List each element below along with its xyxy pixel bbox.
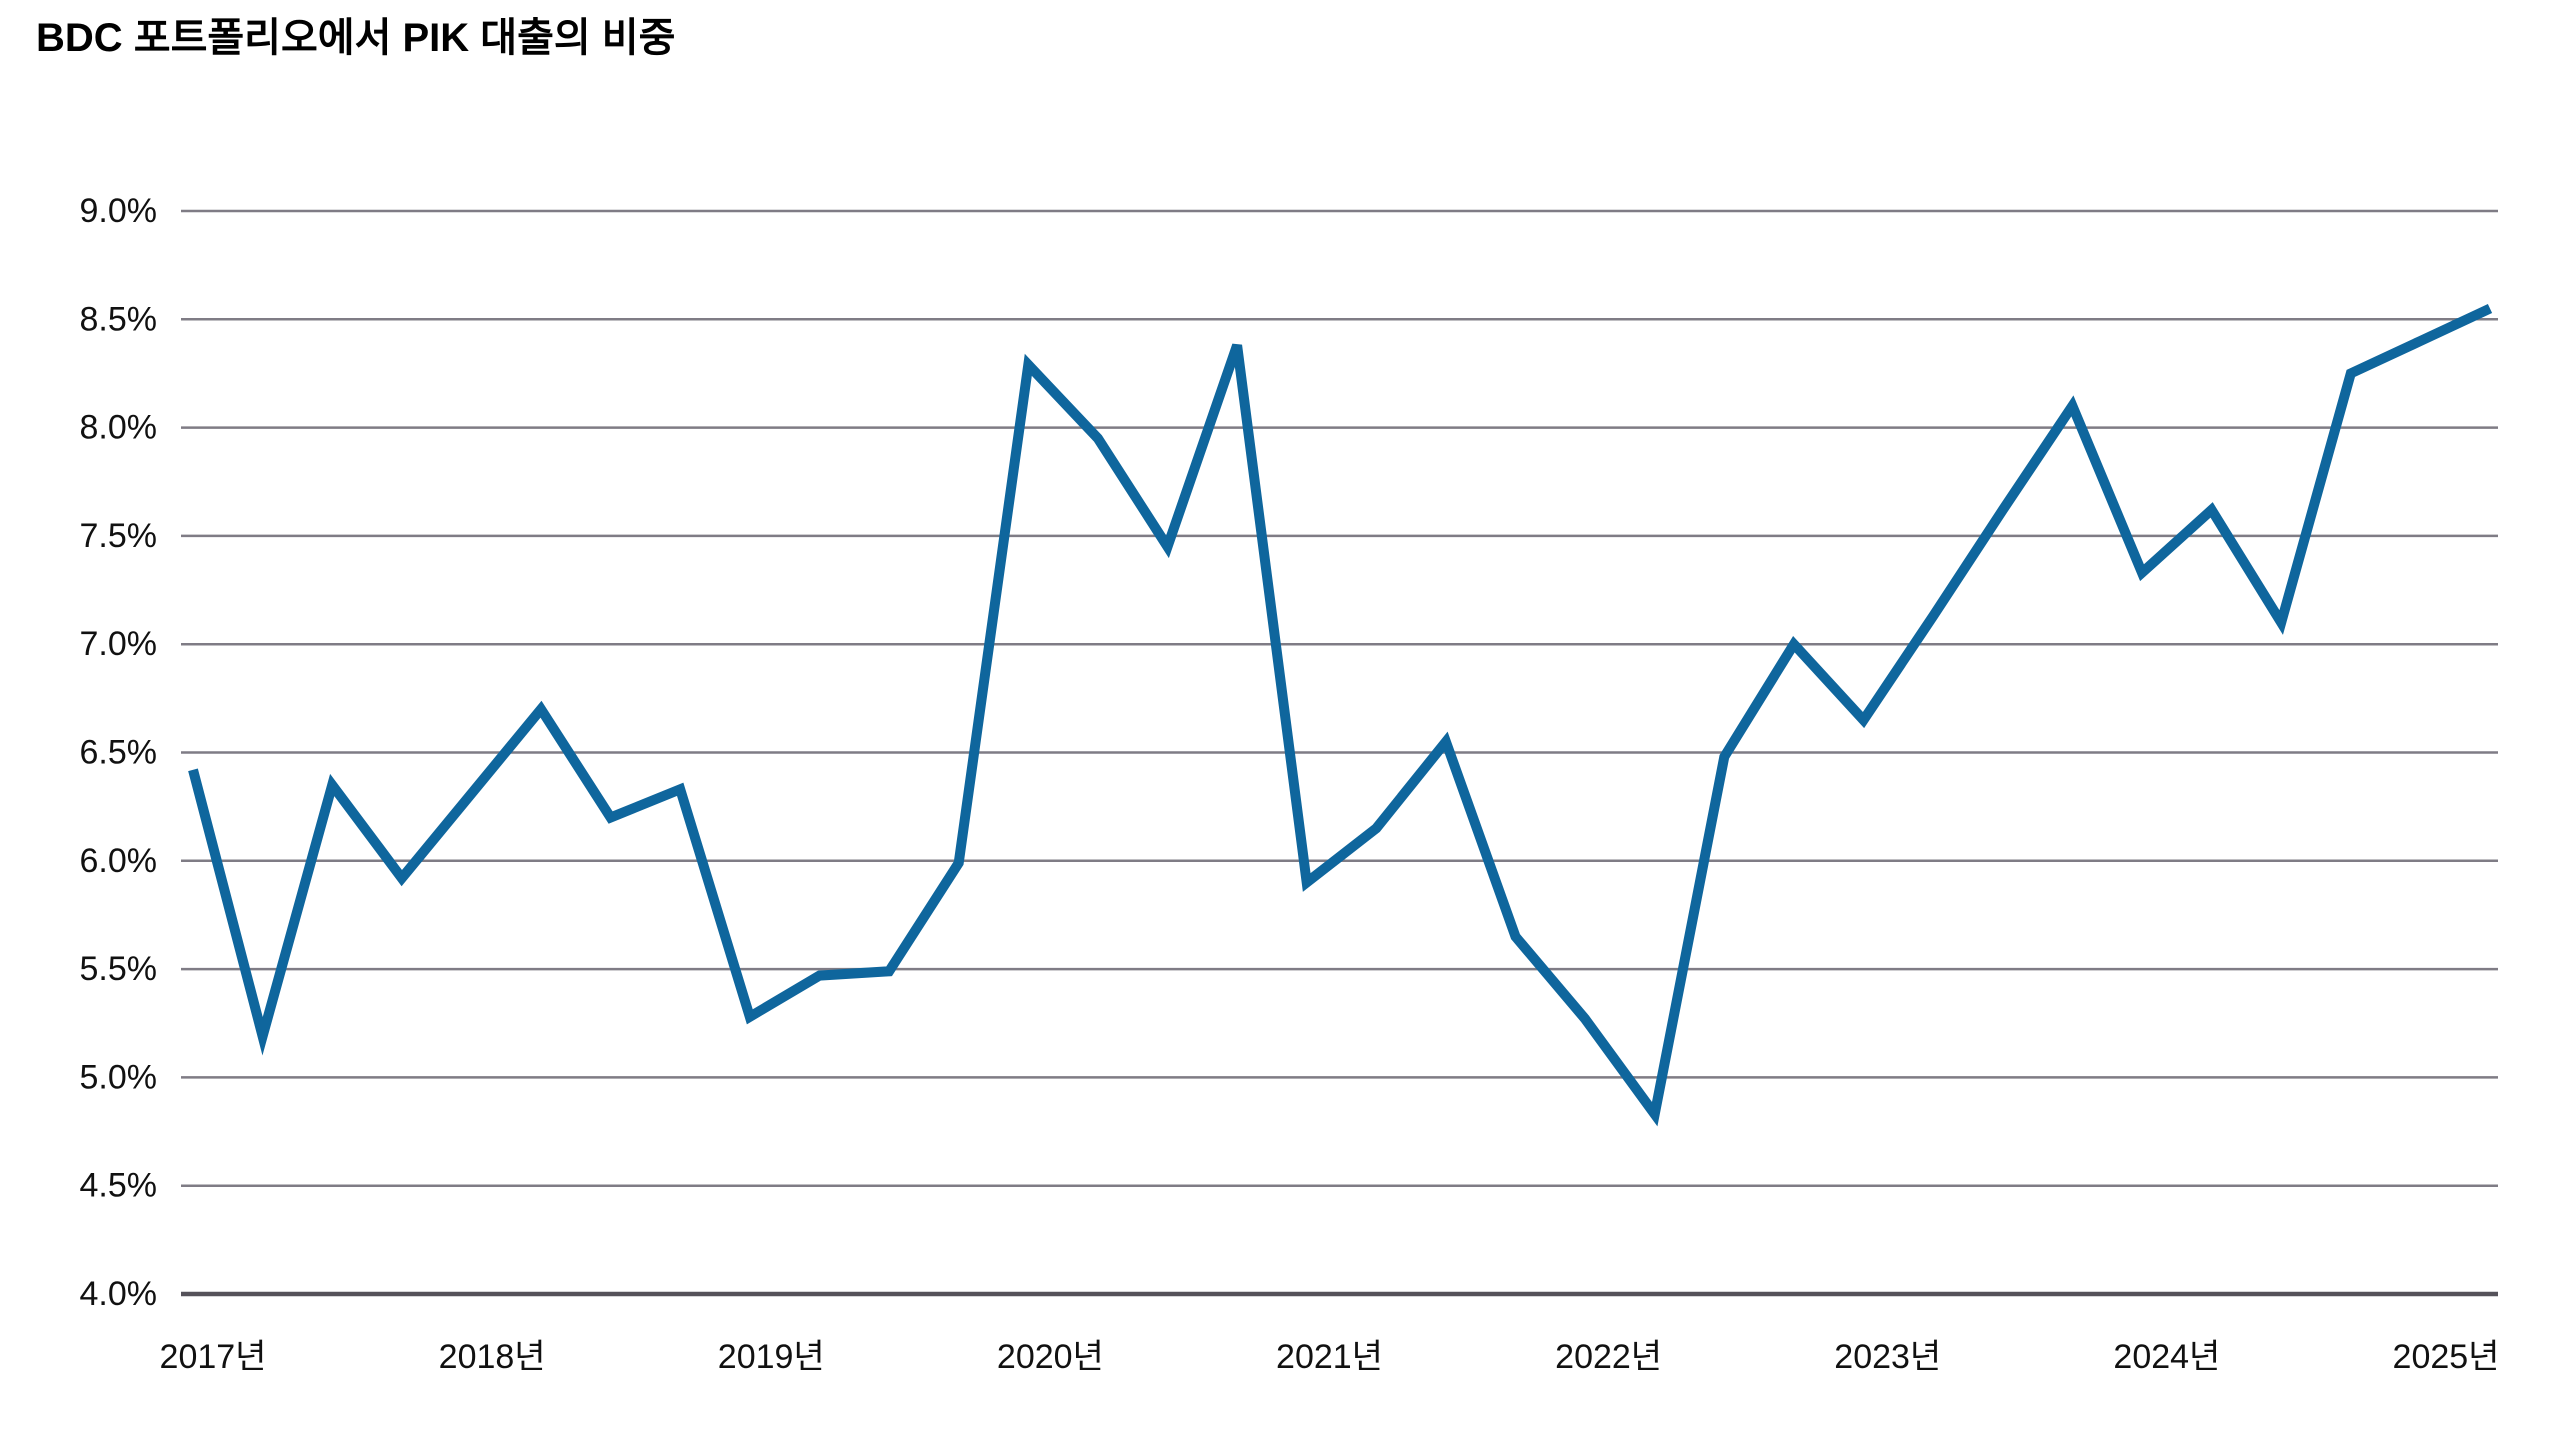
y-tick-label: 7.5% <box>80 517 158 555</box>
x-tick-label: 2019년 <box>718 1338 825 1376</box>
y-tick-label: 4.5% <box>80 1167 158 1205</box>
y-tick-label: 7.0% <box>80 625 158 663</box>
x-tick-label: 2023년 <box>1834 1338 1941 1376</box>
data-line <box>188 303 2493 1127</box>
x-tick-label: 2020년 <box>997 1338 1104 1376</box>
x-tick-label: 2021년 <box>1276 1338 1383 1376</box>
y-tick-label: 6.5% <box>80 734 158 772</box>
x-tick-label: 2024년 <box>2113 1338 2220 1376</box>
gridlines <box>181 209 2498 1297</box>
y-tick-label: 9.0% <box>80 192 158 230</box>
data-series <box>188 303 2493 1127</box>
y-tick-label: 5.0% <box>80 1058 158 1096</box>
y-tick-label: 8.0% <box>80 409 158 447</box>
x-tick-label: 2017년 <box>160 1338 267 1376</box>
y-tick-label: 8.5% <box>80 300 158 338</box>
y-tick-label: 6.0% <box>80 842 158 880</box>
y-tick-label: 5.5% <box>80 950 158 988</box>
y-axis-labels: 9.0% 8.5% 8.0% 7.5% 7.0% 6.5% 6.0% 5.5% 5.0% 4.5%… <box>80 192 158 1313</box>
x-tick-label: 2022년 <box>1555 1338 1662 1376</box>
y-tick-label: 4.0% <box>80 1275 158 1313</box>
x-axis-labels: 2017년 2018년 2019년 2020년 2021년 2022년 2023년 2024년… <box>160 1338 2500 1376</box>
x-tick-label: 2025년 <box>2393 1338 2500 1376</box>
x-tick-label: 2018년 <box>439 1338 546 1376</box>
chart-title: BDC 포트폴리오에서 PIK 대출의 비중 <box>36 16 676 60</box>
